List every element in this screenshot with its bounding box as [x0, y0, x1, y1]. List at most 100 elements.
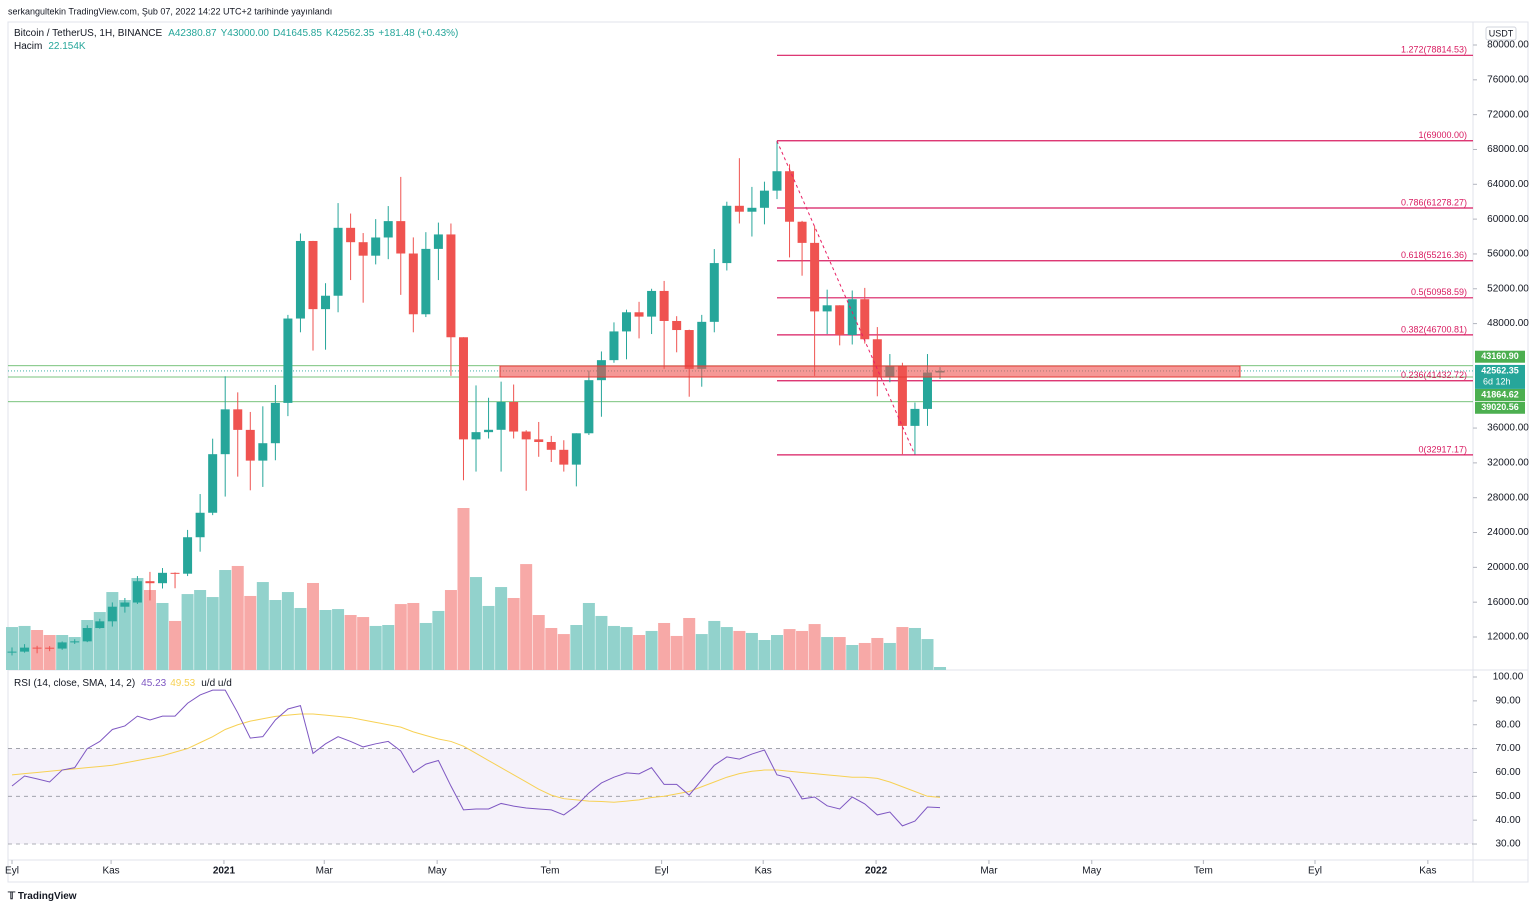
volume-bar	[206, 597, 219, 670]
candle-body	[458, 337, 468, 440]
price-label: 42562.35	[1481, 365, 1519, 375]
volume-bar	[43, 635, 56, 670]
logo-mark: 𝕋	[7, 891, 18, 902]
candle-body	[82, 628, 92, 642]
y-tick-label: 64000.00	[1487, 179, 1529, 190]
candle-body	[559, 449, 569, 465]
volume-bar	[808, 624, 821, 670]
volume-bar	[482, 605, 495, 670]
y-tick-label: 48000.00	[1487, 318, 1529, 329]
volume-bar	[908, 627, 921, 670]
candle-body	[170, 572, 180, 574]
candle-body	[446, 234, 456, 338]
candle-body	[120, 602, 130, 607]
volume-bar	[470, 577, 483, 670]
volume-bar	[520, 564, 533, 670]
candle-body	[860, 299, 870, 340]
x-tick-label: Eyl	[655, 866, 669, 877]
fib-label: 0.618(55216.36)	[1401, 250, 1467, 260]
volume-bar	[934, 667, 947, 670]
candle-body	[283, 318, 293, 403]
volume-bar	[896, 627, 909, 670]
candle-body	[7, 651, 17, 653]
volume-bar	[570, 625, 583, 670]
candle-body	[107, 606, 117, 622]
candle-body	[408, 253, 418, 315]
x-tick-label: Mar	[980, 866, 998, 877]
y-tick-label: 68000.00	[1487, 144, 1529, 155]
candle-body	[245, 429, 255, 461]
volume-bar	[770, 635, 783, 670]
candle-body	[396, 221, 406, 254]
chart-frame	[7, 21, 1529, 883]
fib-label: 0.786(61278.27)	[1401, 197, 1467, 207]
candle-body	[634, 312, 644, 317]
volume-bar	[118, 600, 131, 670]
x-tick-label: 2021	[213, 866, 236, 877]
volume-bar	[708, 620, 721, 670]
candle-body	[270, 402, 280, 444]
y-tick-label: 70.00	[1495, 743, 1520, 754]
logo-text: TradingView	[18, 891, 77, 902]
candle-body	[132, 581, 142, 603]
candle-body	[571, 433, 581, 465]
y-tick-label: 28000.00	[1487, 492, 1529, 503]
price-label-box	[1475, 364, 1525, 389]
y-tick-label: 76000.00	[1487, 74, 1529, 85]
volume-bar	[883, 642, 896, 670]
volume-bar	[194, 590, 207, 670]
volume-bar	[758, 640, 771, 670]
y-tick-label: 56000.00	[1487, 249, 1529, 260]
candle-body	[534, 439, 544, 442]
currency-box	[1485, 26, 1517, 41]
legend: Bitcoin / TetherUS, 1H, BINANCE A42380.87…	[14, 28, 458, 39]
price-label-box	[1475, 389, 1525, 402]
y-tick-label: 36000.00	[1487, 423, 1529, 434]
candle-body	[421, 248, 431, 315]
rsi-value: 45.23	[141, 678, 166, 689]
x-tick-label: Kas	[102, 866, 119, 877]
candle-body	[609, 331, 619, 361]
byline: serkangultekin TradingView.com, Şub 07, …	[8, 6, 332, 16]
candle-body	[647, 290, 657, 317]
fib-label: 0.236(41432.72)	[1401, 370, 1467, 380]
y-tick-label: 52000.00	[1487, 283, 1529, 294]
candle-body	[509, 401, 519, 432]
candle-body	[233, 409, 243, 430]
volume-bar	[582, 602, 595, 670]
x-tick-label: May	[1082, 866, 1101, 877]
candle-body	[922, 372, 932, 409]
candle-body	[822, 305, 832, 312]
y-tick-label: 60.00	[1495, 767, 1520, 778]
volume-title: Hacim	[14, 41, 42, 52]
rsi-legend: RSI (14, close, SMA, 14, 2) 45.23 49.53 u/d…	[14, 678, 232, 689]
candle-body	[546, 441, 556, 450]
volume-legend: Hacim 22.154K	[14, 41, 86, 52]
volume-bar	[796, 630, 809, 670]
candle-body	[471, 432, 481, 440]
ohlc-low: D41645.85	[273, 28, 322, 39]
volume-bar	[620, 627, 633, 670]
plot: 12000.00 16000.00 20000.00 24000.00 28000.00…	[5, 40, 1529, 877]
resistance-zone	[499, 365, 1241, 378]
currency: USDT	[1489, 28, 1514, 38]
candle-body	[183, 537, 193, 574]
y-tick-label: 24000.00	[1487, 527, 1529, 538]
volume-bar	[745, 632, 758, 670]
candle-body	[308, 240, 318, 310]
volume-bar	[432, 610, 445, 670]
volume-bar	[181, 594, 194, 670]
x-tick-label: Eyl	[5, 866, 19, 877]
candle-body	[622, 312, 632, 332]
volume-bar	[595, 615, 608, 670]
volume-bar	[858, 642, 871, 670]
rsi-line	[11, 689, 941, 827]
candle-body	[208, 454, 218, 513]
candle-body	[747, 207, 757, 212]
ohlc-close: K42562.35	[326, 28, 375, 39]
y-tick-label: 100.00	[1493, 672, 1524, 683]
volume-bar	[783, 629, 796, 670]
volume-bar	[382, 625, 395, 670]
candle-body	[672, 320, 682, 331]
logo: 𝕋 TradingView	[7, 891, 77, 902]
